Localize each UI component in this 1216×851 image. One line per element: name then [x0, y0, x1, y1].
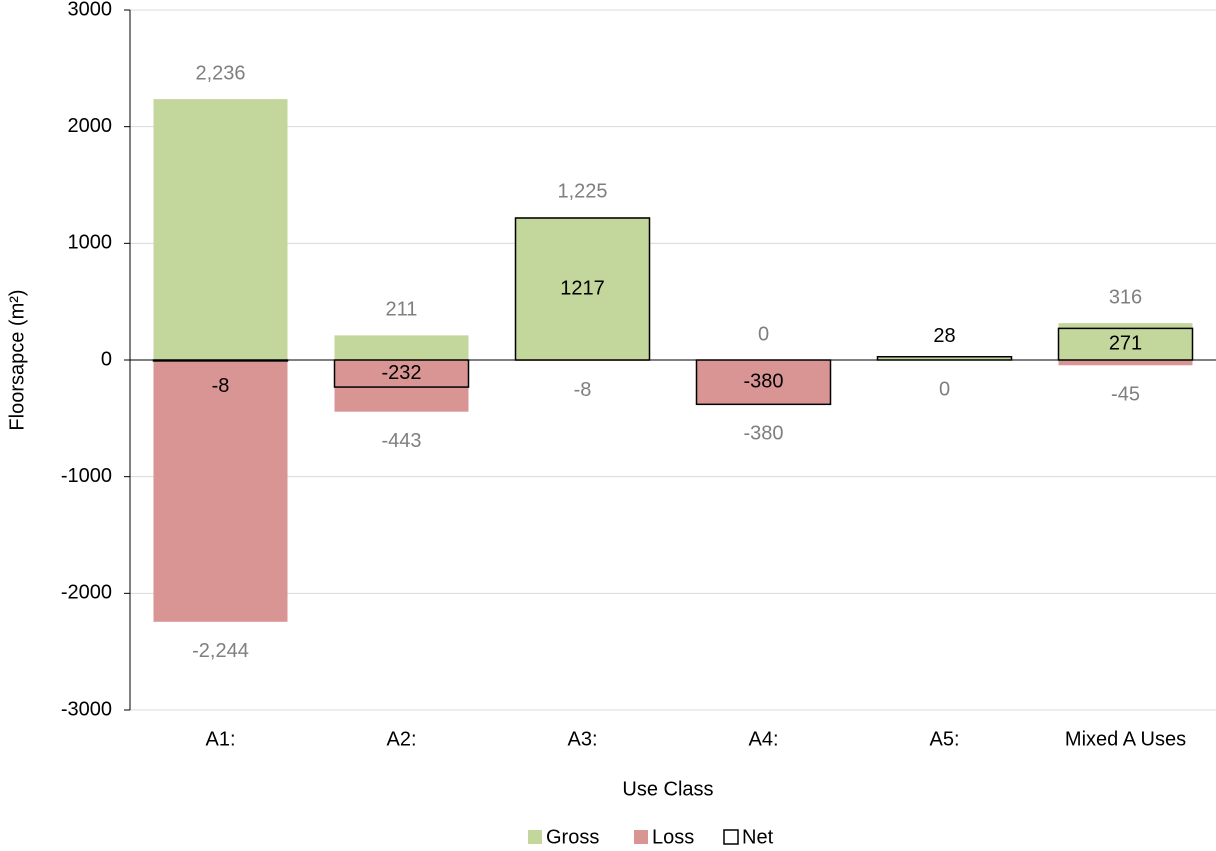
loss-label: 0 [939, 378, 950, 400]
legend-label: Net [742, 826, 774, 848]
net-label: 1217 [560, 277, 605, 299]
x-tick-label: A4: [748, 728, 778, 750]
y-tick-label: 1000 [68, 232, 113, 254]
net-label: -8 [212, 375, 230, 397]
loss-label: -443 [381, 430, 421, 452]
x-tick-label: A5: [929, 728, 959, 750]
bar-loss [696, 360, 831, 405]
net-label: 271 [1109, 332, 1142, 354]
legend-swatch [723, 829, 739, 845]
bar-loss [1058, 360, 1193, 366]
gross-label: 316 [1109, 286, 1142, 308]
bar-gross [153, 99, 288, 360]
loss-label: -2,244 [192, 640, 249, 662]
x-tick-label: A3: [567, 728, 597, 750]
x-tick-label: Mixed A Uses [1065, 728, 1186, 750]
legend-label: Loss [652, 826, 694, 848]
loss-label: -45 [1111, 384, 1140, 406]
x-tick-label: A2: [386, 728, 416, 750]
gross-label: 211 [386, 299, 418, 321]
loss-label: -8 [574, 379, 592, 401]
bar-loss [153, 360, 288, 622]
x-axis-title: Use Class [622, 778, 713, 800]
loss-label: -380 [743, 423, 783, 445]
legend-label: Gross [546, 826, 599, 848]
y-axis-title: Floorsapce (m²) [6, 289, 28, 430]
legend-swatch [528, 830, 542, 844]
net-label: 28 [933, 325, 955, 347]
bar-gross [334, 335, 469, 360]
gross-label: 2,236 [195, 62, 245, 84]
net-label: -232 [381, 362, 421, 384]
net-label: -380 [743, 370, 783, 392]
x-tick-label: A1: [205, 728, 235, 750]
bar-gross [1058, 323, 1193, 360]
gross-label: 0 [758, 323, 769, 345]
bar-gross [515, 217, 650, 360]
legend-swatch [634, 830, 648, 844]
y-tick-label: -3000 [61, 698, 112, 720]
bar-loss [334, 360, 469, 412]
y-tick-label: -1000 [61, 465, 112, 487]
y-tick-label: 0 [101, 348, 112, 370]
bar-gross [877, 356, 1012, 360]
y-tick-label: -2000 [61, 582, 112, 604]
y-tick-label: 2000 [68, 115, 113, 137]
gross-label: 1,225 [557, 180, 607, 202]
y-tick-label: 3000 [68, 0, 113, 20]
